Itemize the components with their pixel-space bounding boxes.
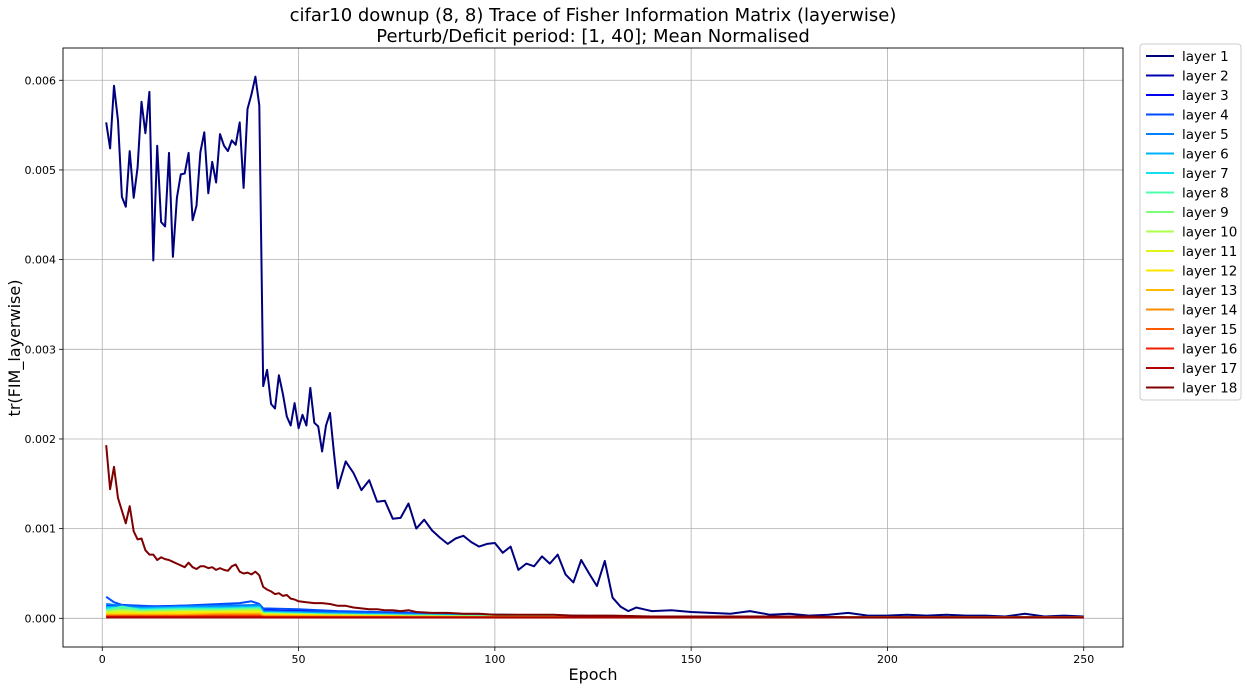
- y-axis-label: tr(FIM_layerwise): [5, 280, 25, 417]
- x-tick-label: 50: [292, 653, 306, 666]
- legend-label: layer 13: [1182, 283, 1237, 299]
- legend-label: layer 7: [1182, 166, 1229, 182]
- legend-label: layer 17: [1182, 361, 1237, 377]
- chart-title-line-2: Perturb/Deficit period: [1, 40]; Mean No…: [376, 26, 810, 47]
- legend-label: layer 3: [1182, 88, 1229, 104]
- y-tick-label: 0.006: [25, 74, 57, 87]
- legend-label: layer 14: [1182, 303, 1237, 319]
- y-tick-label: 0.005: [25, 164, 57, 177]
- legend-label: layer 6: [1182, 147, 1229, 163]
- y-tick-label: 0.001: [25, 523, 57, 536]
- axis-ticks: 0 50 100 150 200 250 0.000 0.001 0.002 0.003 0.004…: [25, 74, 1095, 666]
- y-tick-label: 0.003: [25, 343, 57, 356]
- legend-label: layer 8: [1182, 186, 1229, 202]
- legend-label: layer 9: [1182, 205, 1229, 221]
- x-axis-label: Epoch: [569, 665, 618, 684]
- chart-title-line-1: cifar10 downup (8, 8) Trace of Fisher In…: [290, 5, 897, 26]
- legend-label: layer 11: [1182, 244, 1237, 260]
- plot-lines: [105, 75, 1084, 619]
- legend-label: layer 5: [1182, 127, 1229, 143]
- x-tick-label: 150: [681, 653, 702, 666]
- legend-label: layer 1: [1182, 49, 1229, 65]
- legend-label: layer 12: [1182, 264, 1237, 280]
- legend: layer 1 layer 2 layer 3 layer 4 layer 5 layer…: [1139, 43, 1242, 401]
- legend-label: layer 2: [1182, 69, 1229, 85]
- series-line-layer-1: [105, 75, 1084, 618]
- legend-label: layer 15: [1182, 322, 1237, 338]
- y-tick-label: 0.004: [25, 254, 57, 267]
- y-tick-label: 0.002: [25, 433, 57, 446]
- x-tick-label: 100: [484, 653, 505, 666]
- legend-label: layer 16: [1182, 342, 1237, 358]
- x-tick-label: 0: [99, 653, 106, 666]
- legend-label: layer 18: [1182, 381, 1237, 397]
- plot-frame: [62, 47, 1124, 648]
- legend-label: layer 10: [1182, 225, 1237, 241]
- legend-label: layer 4: [1182, 108, 1229, 124]
- y-tick-label: 0.000: [25, 612, 57, 625]
- grid: [63, 48, 1123, 647]
- series-line-layer-18: [105, 445, 1084, 619]
- x-tick-label: 200: [877, 653, 898, 666]
- x-tick-label: 250: [1073, 653, 1094, 666]
